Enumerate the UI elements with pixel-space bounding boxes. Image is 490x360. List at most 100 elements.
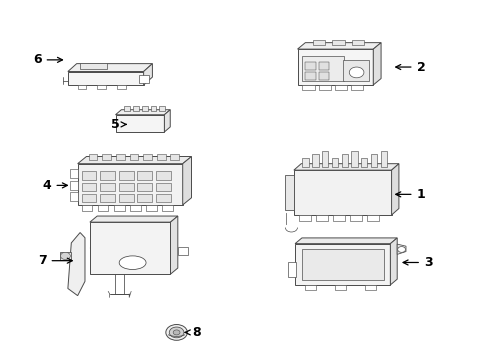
Polygon shape (297, 42, 381, 49)
Text: 4: 4 (43, 179, 67, 192)
Text: 3: 3 (403, 256, 433, 269)
Bar (114, 204, 124, 211)
Bar (81, 204, 92, 211)
Text: 6: 6 (33, 53, 63, 66)
Bar (156, 194, 171, 202)
Bar (302, 249, 384, 280)
Bar (305, 72, 316, 80)
Bar (157, 154, 166, 160)
Bar (119, 183, 134, 191)
Bar (116, 115, 164, 132)
Bar (143, 154, 152, 160)
Ellipse shape (119, 256, 146, 270)
Polygon shape (183, 157, 192, 205)
Polygon shape (116, 110, 170, 115)
Bar (146, 204, 157, 211)
Bar (124, 107, 130, 111)
Bar (162, 204, 173, 211)
Polygon shape (373, 42, 381, 85)
Polygon shape (285, 175, 294, 211)
Bar (350, 215, 362, 221)
Polygon shape (164, 110, 170, 132)
Bar (351, 151, 358, 167)
Bar (119, 194, 134, 202)
Bar (171, 154, 179, 160)
Bar (137, 194, 152, 202)
Bar (97, 85, 106, 89)
Polygon shape (391, 238, 397, 285)
Bar (305, 284, 316, 290)
Bar (318, 62, 329, 69)
Polygon shape (68, 233, 85, 296)
Bar (178, 247, 188, 256)
Bar (130, 204, 141, 211)
Bar (133, 107, 139, 111)
Bar (81, 183, 97, 191)
Bar (302, 56, 344, 81)
Polygon shape (68, 64, 152, 72)
Bar (77, 85, 86, 89)
Bar (98, 204, 108, 211)
Polygon shape (392, 164, 399, 215)
Bar (159, 107, 165, 111)
Bar (139, 75, 149, 83)
Bar (71, 169, 78, 178)
Bar (77, 164, 183, 205)
Bar (366, 284, 376, 290)
Bar (90, 222, 171, 274)
Bar (156, 183, 171, 191)
Polygon shape (171, 216, 178, 274)
Bar (302, 85, 315, 90)
Bar (142, 107, 147, 111)
Bar (332, 40, 344, 45)
Bar (68, 72, 144, 85)
Bar (333, 215, 345, 221)
Bar (312, 154, 318, 167)
Bar (100, 194, 115, 202)
Circle shape (169, 327, 184, 338)
Polygon shape (397, 244, 406, 255)
Bar (116, 154, 125, 160)
Polygon shape (90, 216, 178, 222)
Bar (297, 49, 373, 85)
Text: 1: 1 (396, 188, 425, 201)
Text: 2: 2 (396, 60, 425, 73)
Bar (60, 252, 72, 260)
Bar (343, 60, 369, 81)
Circle shape (349, 67, 364, 78)
Polygon shape (144, 64, 152, 85)
Bar (318, 85, 331, 90)
Polygon shape (294, 164, 399, 170)
Circle shape (61, 252, 71, 260)
Bar (295, 244, 391, 285)
Bar (313, 40, 325, 45)
Bar (335, 284, 346, 290)
Bar (129, 154, 138, 160)
Bar (150, 107, 156, 111)
Bar (318, 72, 329, 80)
Bar (81, 194, 97, 202)
Polygon shape (77, 157, 192, 164)
Bar (71, 180, 78, 189)
Bar (332, 158, 338, 167)
Bar (137, 183, 152, 191)
Bar (117, 85, 125, 89)
Bar (119, 171, 134, 180)
Bar (322, 151, 328, 167)
Circle shape (398, 247, 406, 252)
Bar (294, 170, 392, 215)
Bar (137, 171, 152, 180)
Text: 5: 5 (111, 118, 126, 131)
Bar (335, 85, 347, 90)
Bar (352, 40, 364, 45)
Bar (288, 262, 295, 276)
Bar (371, 154, 377, 167)
Bar (80, 63, 107, 68)
Bar (100, 171, 115, 180)
Bar (305, 62, 316, 69)
Bar (342, 154, 348, 167)
Text: 7: 7 (38, 254, 72, 267)
Bar (299, 215, 311, 221)
Polygon shape (295, 238, 397, 244)
Circle shape (166, 324, 187, 340)
